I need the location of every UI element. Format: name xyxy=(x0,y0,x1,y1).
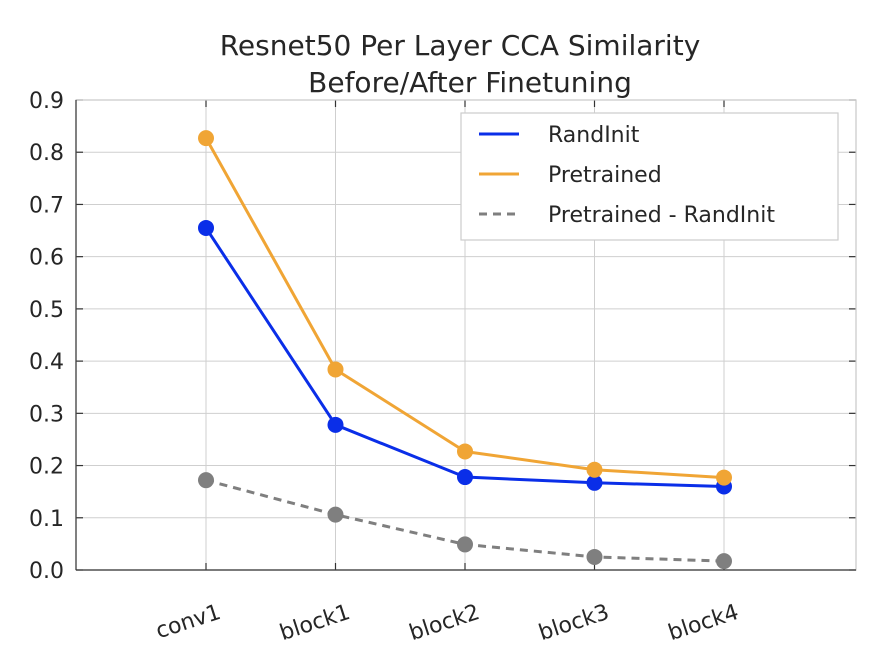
y-tick-label: 0.1 xyxy=(29,507,64,532)
point-randinit-conv1 xyxy=(198,219,214,236)
y-tick-label: 0.0 xyxy=(29,559,64,584)
legend: RandInit Pretrained Pretrained - RandInit xyxy=(460,112,839,241)
point-pretrained-block1 xyxy=(327,361,344,378)
y-tick-label: 0.2 xyxy=(29,455,64,480)
chart-title: Resnet50 Per Layer CCA Similarity xyxy=(220,29,701,62)
point-randinit-block1 xyxy=(327,416,344,433)
legend-label-pretrained: Pretrained xyxy=(548,163,662,188)
series-layer xyxy=(198,130,732,570)
y-tick-label: 0.3 xyxy=(29,402,64,427)
y-tick-label: 0.4 xyxy=(29,350,64,375)
legend-label-randinit: RandInit xyxy=(548,123,640,148)
grid xyxy=(76,99,856,571)
y-tick-label: 0.6 xyxy=(29,246,64,271)
y-tick-label: 0.7 xyxy=(29,193,64,218)
point-randinit-block2 xyxy=(457,469,473,486)
y-tick-label: 0.9 xyxy=(29,89,64,114)
point-pretrained-randinit-block1 xyxy=(327,506,344,523)
legend-box xyxy=(460,112,839,241)
point-pretrained-randinit-block3 xyxy=(586,548,603,565)
point-pretrained-randinit-conv1 xyxy=(198,472,214,489)
point-pretrained-randinit-block4 xyxy=(716,553,732,570)
point-randinit-block3 xyxy=(586,474,603,491)
point-pretrained-block3 xyxy=(586,461,603,478)
chart-subtitle: Before/After Finetuning xyxy=(308,66,632,99)
y-tick-label: 0.5 xyxy=(29,298,64,323)
y-tick-label: 0.8 xyxy=(29,141,64,166)
legend-label-pretrained-randinit: Pretrained - RandInit xyxy=(548,203,775,228)
point-pretrained-conv1 xyxy=(198,130,214,147)
point-pretrained-block4 xyxy=(716,469,732,486)
point-pretrained-randinit-block2 xyxy=(457,536,473,553)
point-pretrained-block2 xyxy=(457,443,473,460)
